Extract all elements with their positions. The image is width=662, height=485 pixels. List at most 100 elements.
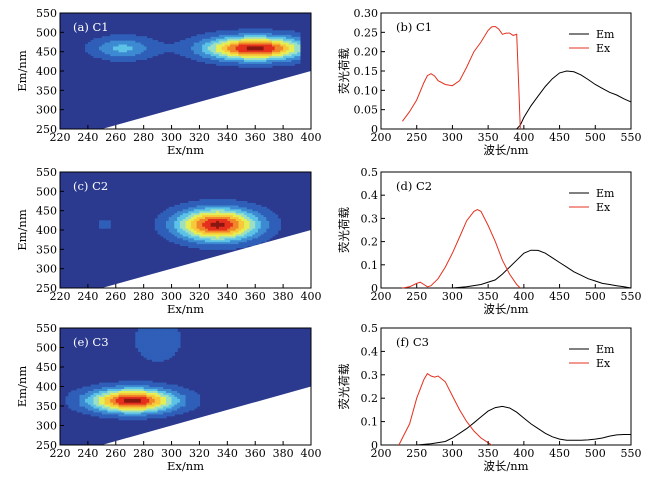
contour-cell [90, 390, 95, 393]
contour-cell [244, 53, 248, 57]
contour-cell [258, 38, 262, 41]
contour-cell [115, 49, 120, 53]
contour-cell [157, 45, 161, 49]
contour-cell [232, 214, 237, 218]
contour-cell [218, 208, 223, 212]
contour-cell [171, 331, 175, 335]
contour-cell [221, 201, 226, 204]
contour-cell [227, 43, 231, 47]
contour-cell [213, 224, 217, 227]
contour-cell [168, 349, 173, 352]
contour-cell [146, 406, 150, 409]
contour-cell [126, 398, 131, 401]
contour-cell [232, 208, 237, 212]
contour-cell [244, 32, 248, 35]
contour-cell [238, 32, 242, 35]
contour-cell [163, 329, 167, 333]
contour-cell [179, 388, 184, 391]
contour-cell [152, 357, 156, 360]
contour-cell [205, 245, 209, 248]
contour-cell [90, 400, 95, 403]
contour-cell [149, 51, 153, 55]
contour-cell [96, 413, 100, 417]
contour-cell [177, 398, 181, 401]
contour-cell [297, 43, 301, 47]
contour-cell [205, 216, 209, 219]
contour-cell [244, 233, 248, 237]
contour-cell [232, 230, 237, 233]
contour-cell [101, 47, 106, 51]
contour-cell [230, 204, 234, 208]
contour-cell [135, 406, 139, 409]
contour-cell [163, 409, 167, 413]
contour-cell [288, 53, 293, 57]
contour-cell [129, 388, 134, 391]
contour-cell [82, 386, 86, 390]
contour-cell [149, 341, 153, 345]
contour-cell [146, 43, 150, 47]
contour-cell [85, 43, 89, 47]
contour-cell [185, 239, 189, 243]
contour-cell [140, 57, 145, 60]
contour-cell [174, 206, 178, 210]
contour-cell [218, 40, 223, 43]
contour-cell [163, 222, 167, 225]
contour-cell [157, 343, 161, 347]
contour-cell [274, 45, 279, 49]
contour-cell [171, 214, 175, 218]
contour-cell [138, 388, 142, 391]
contour-cell [154, 388, 159, 391]
contour-cell [168, 235, 173, 239]
contour-cell [138, 409, 142, 413]
contour-cell [171, 394, 175, 397]
contour-cell [258, 220, 262, 223]
contour-cell [110, 415, 114, 419]
x-tick-label: 380 [273, 447, 294, 460]
contour-cell [174, 47, 178, 51]
contour-cell [218, 222, 223, 225]
contour-cell [188, 241, 192, 245]
contour-cell [252, 237, 256, 241]
contour-cell [182, 45, 187, 49]
contour-cell [255, 53, 259, 57]
contour-cell [205, 233, 209, 237]
contour-cell [68, 400, 72, 403]
contour-cell [110, 47, 114, 51]
contour-cell [135, 345, 139, 349]
contour-cell [138, 328, 142, 331]
contour-cell [235, 210, 240, 214]
contour-cell [149, 411, 153, 415]
contour-cell [255, 36, 259, 39]
contour-cell [255, 239, 259, 243]
contour-cell [163, 218, 167, 221]
contour-cell [263, 239, 267, 243]
contour-cell [168, 231, 173, 235]
contour-cell [196, 55, 201, 59]
contour-cell [202, 40, 206, 43]
contour-cell [269, 53, 273, 57]
contour-cell [182, 233, 187, 237]
contour-cell [182, 402, 187, 405]
contour-cell [143, 417, 148, 421]
contour-cell [152, 404, 156, 407]
contour-cell [213, 49, 217, 53]
contour-cell [112, 47, 117, 51]
contour-cell [143, 55, 148, 59]
contour-cell [188, 228, 192, 231]
contour-cell [230, 59, 234, 62]
contour-cell [277, 40, 281, 43]
contour-cell [285, 57, 290, 60]
contour-cell [146, 343, 150, 347]
contour-cell [246, 241, 251, 245]
contour-cell [118, 45, 122, 49]
contour-cell [216, 40, 220, 43]
y-tick-label: 0.3 [361, 369, 379, 382]
contour-cell [93, 404, 97, 407]
contour-cell [149, 394, 153, 397]
contour-cell [179, 49, 184, 53]
contour-cell [271, 220, 276, 223]
contour-cell [168, 404, 173, 407]
contour-cell [132, 406, 136, 409]
contour-cell [185, 53, 189, 57]
contour-cell [241, 220, 245, 223]
